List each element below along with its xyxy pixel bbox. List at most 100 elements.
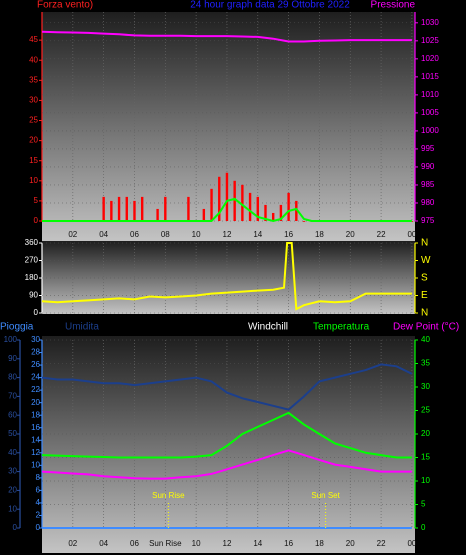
y-tick-label: 270 <box>25 256 39 265</box>
y-tick-label: 80 <box>8 373 17 382</box>
y-tick-label: 35 <box>29 75 38 84</box>
legend-label: Umidita <box>65 322 99 333</box>
y-tick-label: 70 <box>8 392 17 401</box>
y-tick-label: 180 <box>25 273 39 282</box>
bar <box>102 196 105 221</box>
bar <box>241 184 244 221</box>
y3-tick-label: 28 <box>31 348 40 357</box>
y3-tick-label: 0 <box>36 523 41 532</box>
x-tick-label: Sun Rise <box>149 539 182 548</box>
y2-tick-label: 985 <box>421 180 435 189</box>
x-tick-label: 10 <box>192 539 201 548</box>
y3-tick-label: 16 <box>31 423 40 432</box>
x-tick-label: 00 <box>407 230 416 239</box>
x-tick-label: 12 <box>223 230 232 239</box>
bar <box>140 196 144 221</box>
bar <box>210 188 213 221</box>
y2-tick-label: E <box>421 290 428 301</box>
x-tick-label: 16 <box>284 539 293 548</box>
x-tick-label: 16 <box>284 230 293 239</box>
y-tick-label: 0 <box>34 216 39 225</box>
bar <box>117 196 121 221</box>
y2-tick-label: 975 <box>421 216 435 225</box>
legend-label: Temperatura <box>313 322 370 333</box>
y2-tick-label: N <box>421 308 428 319</box>
chart-title: 24 hour graph data 29 Ottobre 2022 <box>190 0 350 11</box>
y3-tick-label: 22 <box>31 385 40 394</box>
y-tick-label: 45 <box>29 35 38 44</box>
y2-tick-label: 1005 <box>421 108 439 117</box>
plot-area <box>42 241 415 314</box>
y2-tick-label: 40 <box>421 335 430 344</box>
bar <box>218 176 221 221</box>
y2-tick-label: 1000 <box>421 126 439 135</box>
x-tick-label: 14 <box>253 539 262 548</box>
x-tick-label: 20 <box>346 230 355 239</box>
bar <box>264 204 267 221</box>
series-line <box>42 197 412 223</box>
x-tick-label: 04 <box>99 230 108 239</box>
y-tick-label: 15 <box>29 156 38 165</box>
x-tick-label: 18 <box>315 539 324 548</box>
legend-label: Dew Point (°C) <box>393 322 459 333</box>
bar <box>256 196 259 221</box>
y2-tick-label: 10 <box>421 476 430 485</box>
bar <box>187 196 190 221</box>
y2-tick-label: 1010 <box>421 90 439 99</box>
y2-tick-label: 30 <box>421 382 430 391</box>
y-tick-label: 40 <box>29 55 38 64</box>
y-tick-label: 20 <box>8 486 17 495</box>
x-tick-label: 08 <box>161 230 170 239</box>
legend-label: Windchill <box>248 322 288 333</box>
series-line <box>41 363 413 411</box>
y2-tick-label: 990 <box>421 162 435 171</box>
y3-tick-label: 14 <box>31 435 40 444</box>
y-axis-title: Forza vento) <box>37 0 93 11</box>
y2-tick-label: 1030 <box>421 18 439 27</box>
y-tick-label: 20 <box>29 136 38 145</box>
x-tick-label: 22 <box>377 230 386 239</box>
y2-tick-label: 995 <box>421 144 435 153</box>
x-tick-label: 06 <box>130 230 139 239</box>
bar <box>302 221 306 222</box>
bar <box>202 208 206 221</box>
y-tick-label: 10 <box>29 176 38 185</box>
x-tick-label: 14 <box>253 230 262 239</box>
series-line <box>41 449 412 480</box>
series-line <box>41 30 412 43</box>
series-line <box>41 242 412 311</box>
y2-tick-label: 35 <box>421 359 430 368</box>
bar <box>271 212 275 221</box>
x-tick-label: 20 <box>346 539 355 548</box>
legend-label: Pioggia <box>0 322 34 333</box>
x-tick-label: 22 <box>377 539 386 548</box>
y2-tick-label: 5 <box>421 500 426 509</box>
bar <box>248 192 252 221</box>
x-tick-label: 06 <box>130 539 139 548</box>
y3-tick-label: 8 <box>36 473 41 482</box>
y3-tick-label: 30 <box>31 335 40 344</box>
y2-tick-label: 15 <box>421 453 430 462</box>
x-tick-label: 00 <box>407 539 416 548</box>
series-line <box>41 411 412 459</box>
plot-area <box>42 12 415 242</box>
y-tick-label: 10 <box>8 504 17 513</box>
y-tick-label: 30 <box>8 467 17 476</box>
x-tick-label: 02 <box>68 539 77 548</box>
y-tick-label: 0 <box>13 523 18 532</box>
y-tick-label: 100 <box>4 335 18 344</box>
y2-tick-label: N <box>421 238 428 249</box>
y-tick-label: 25 <box>29 116 38 125</box>
y-tick-label: 90 <box>8 354 17 363</box>
x-tick-label: 02 <box>68 230 77 239</box>
y3-tick-label: 20 <box>31 398 40 407</box>
x-tick-label: 10 <box>192 230 201 239</box>
bar <box>125 196 128 221</box>
y3-tick-label: 12 <box>31 448 40 457</box>
y-tick-label: 40 <box>8 448 17 457</box>
y-tick-label: 5 <box>34 196 39 205</box>
bar <box>110 200 113 221</box>
bar <box>164 196 167 221</box>
annotation: Sun Rise <box>152 491 185 500</box>
